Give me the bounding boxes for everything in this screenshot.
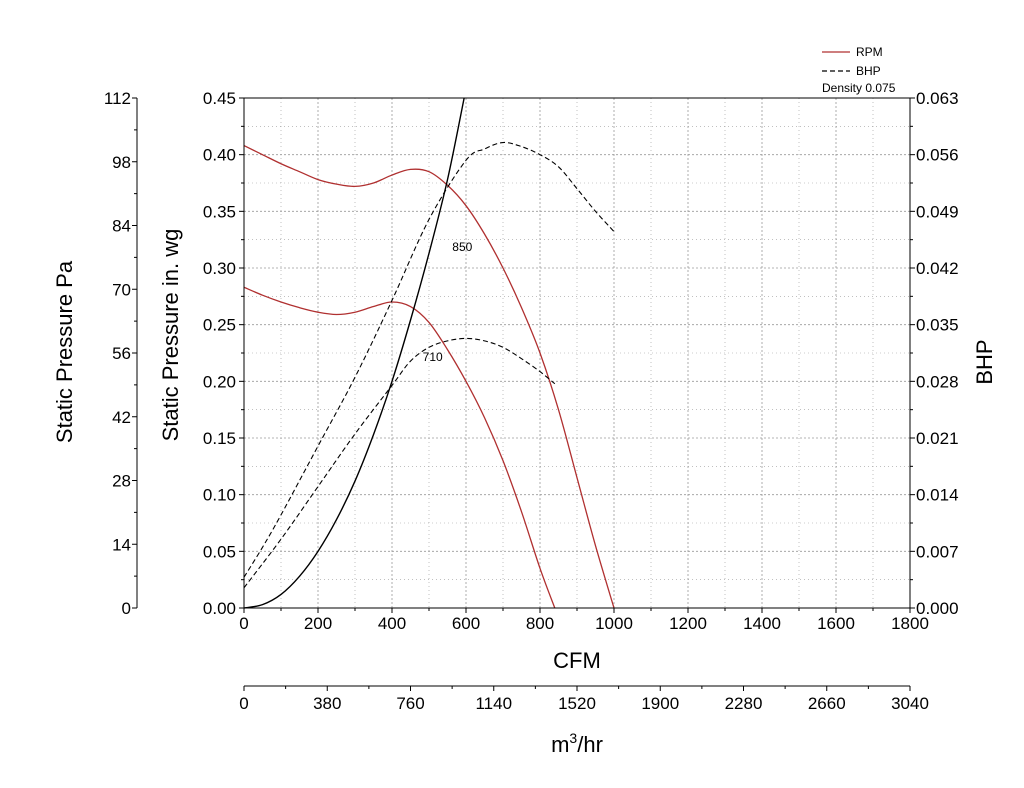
curve-label-850: 850 [452,240,472,254]
x-axis-title: CFM [553,648,601,673]
x-tick-label: 1800 [891,614,929,633]
x-tick-label: 1600 [817,614,855,633]
y-axis-bhp: 0.000 0.007 0.014 0.021 0.028 0.035 0.042 0.049… [910,89,959,618]
x-tick-label: 400 [378,614,406,633]
y-pa-tick-label: 56 [112,344,131,363]
y-axis-pa: 0 14 28 42 56 70 84 98 112 [104,89,138,618]
x-tick-label: 1400 [743,614,781,633]
x2-axis-title: m3/hr [551,730,603,757]
y-bhp-tick-label: 0.000 [916,599,959,618]
x2-tick-label: 1140 [475,694,512,713]
x2-tick-label: 2660 [808,694,846,713]
x2-tick-label: 1900 [641,694,679,713]
y-tick-label: 0.10 [203,486,236,505]
x-axis-m3hr: 0 380 760 1140 1520 1900 2280 2660 3040 [239,685,929,713]
system-curve [243,97,465,609]
curve-label-710: 710 [423,350,443,364]
y-tick-label: 0.20 [203,372,236,391]
bhp-curve [243,337,556,589]
y-bhp-tick-label: 0.063 [916,89,959,108]
y-tick-label: 0.30 [203,259,236,278]
y-bhp-axis-title: BHP [972,339,997,384]
y-pa-tick-label: 70 [112,280,131,299]
x-tick-label: 1000 [595,614,633,633]
rpm-curve-710 [243,286,556,609]
x2-tick-label: 0 [239,694,248,713]
legend-density-label: Density 0.075 [822,81,896,95]
y-pa-tick-label: 84 [112,217,131,236]
x-tick-label: 1200 [669,614,707,633]
y-tick-label: 0.35 [203,202,236,221]
y-tick-label: 0.25 [203,316,236,335]
y-bhp-tick-label: 0.042 [916,259,959,278]
rpm-curve-850 [243,145,615,609]
x-tick-label: 0 [239,614,248,633]
legend: RPM BHP Density 0.075 [822,45,896,95]
y-tick-label: 0.45 [203,89,236,108]
y-tick-label: 0.15 [203,429,236,448]
x2-tick-label: 2280 [725,694,763,713]
grid [244,98,910,608]
y-bhp-tick-label: 0.007 [916,542,959,561]
y-pa-tick-label: 42 [112,408,131,427]
x-tick-label: 200 [304,614,332,633]
bhp-curve [243,141,615,578]
x-axis-cfm: 0 200 400 600 800 1000 1200 1400 1600 1800 [239,608,929,633]
x2-tick-label: 760 [396,694,424,713]
y-pa-axis-title: Static Pressure Pa [52,260,77,443]
y-bhp-tick-label: 0.028 [916,372,959,391]
y-pa-tick-label: 28 [112,472,131,491]
y-pa-tick-label: 112 [104,89,131,108]
y-axis-inwg: 0.00 0.05 0.10 0.15 0.20 0.25 0.30 0.35 0.40 0.45 [203,89,244,618]
y-pa-tick-label: 98 [112,153,131,172]
y-tick-label: 0.05 [203,542,236,561]
y-bhp-tick-label: 0.021 [916,429,959,448]
x2-tick-label: 380 [313,694,341,713]
curve-labels: 850 710 [423,240,473,364]
y-axis-title: Static Pressure in. wg [158,229,183,442]
legend-bhp-label: BHP [856,64,881,78]
y-pa-tick-label: 14 [112,535,131,554]
x-tick-label: 600 [452,614,480,633]
x2-axis-title-base: m [551,732,569,757]
x2-tick-label: 3040 [891,694,929,713]
y-tick-label: 0.40 [203,146,236,165]
series-group [243,97,615,609]
y-bhp-tick-label: 0.035 [916,316,959,335]
y-bhp-tick-label: 0.014 [916,486,959,505]
x2-axis-title-tail: /hr [577,732,603,757]
y-pa-tick-label: 0 [122,599,131,618]
x2-tick-label: 1520 [558,694,596,713]
y-bhp-tick-label: 0.056 [916,146,959,165]
x-tick-label: 800 [526,614,554,633]
x2-axis-title-sup: 3 [569,730,577,746]
y-tick-label: 0.00 [203,599,236,618]
y-bhp-tick-label: 0.049 [916,202,959,221]
legend-rpm-label: RPM [856,45,883,59]
